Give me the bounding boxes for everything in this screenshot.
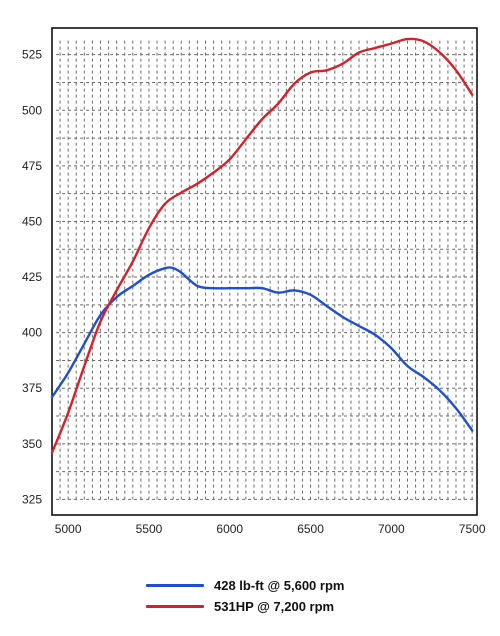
x-tick-label: 5500 xyxy=(136,522,163,536)
plot-frame xyxy=(51,27,478,516)
y-tick-label: 400 xyxy=(22,326,42,340)
y-tick-label: 375 xyxy=(22,381,42,395)
y-tick-label: 500 xyxy=(22,103,42,117)
x-tick-label: 7500 xyxy=(459,522,486,536)
x-axis-ticks: 5000 5500 6000 6500 7000 7500 xyxy=(55,522,486,536)
grid-lines xyxy=(56,40,475,500)
x-tick-label: 6500 xyxy=(297,522,324,536)
dyno-chart: 325 350 375 400 425 450 475 500 525 5000 5500 6000… xyxy=(22,27,486,536)
legend: 428 lb-ft @ 5,600 rpm 531HP @ 7,200 rpm xyxy=(146,575,344,617)
y-tick-label: 525 xyxy=(22,48,42,62)
legend-swatch-horsepower xyxy=(146,605,204,608)
series-lines xyxy=(50,37,474,454)
y-tick-label: 450 xyxy=(22,214,42,228)
x-tick-label: 7000 xyxy=(378,522,405,536)
legend-swatch-torque xyxy=(146,584,204,587)
horsepower-series-line xyxy=(50,37,474,454)
legend-item-horsepower: 531HP @ 7,200 rpm xyxy=(146,596,344,617)
y-axis-ticks: 325 350 375 400 425 450 475 500 525 xyxy=(22,48,42,507)
legend-label-torque: 428 lb-ft @ 5,600 rpm xyxy=(214,578,345,593)
legend-label-horsepower: 531HP @ 7,200 rpm xyxy=(214,599,335,614)
y-tick-label: 325 xyxy=(22,492,42,506)
y-tick-label: 350 xyxy=(22,437,42,451)
legend-item-torque: 428 lb-ft @ 5,600 rpm xyxy=(146,575,344,596)
y-tick-label: 425 xyxy=(22,270,42,284)
x-tick-label: 6000 xyxy=(216,522,243,536)
y-tick-label: 475 xyxy=(22,159,42,173)
x-tick-label: 5000 xyxy=(55,522,82,536)
torque-series-line xyxy=(50,266,474,432)
